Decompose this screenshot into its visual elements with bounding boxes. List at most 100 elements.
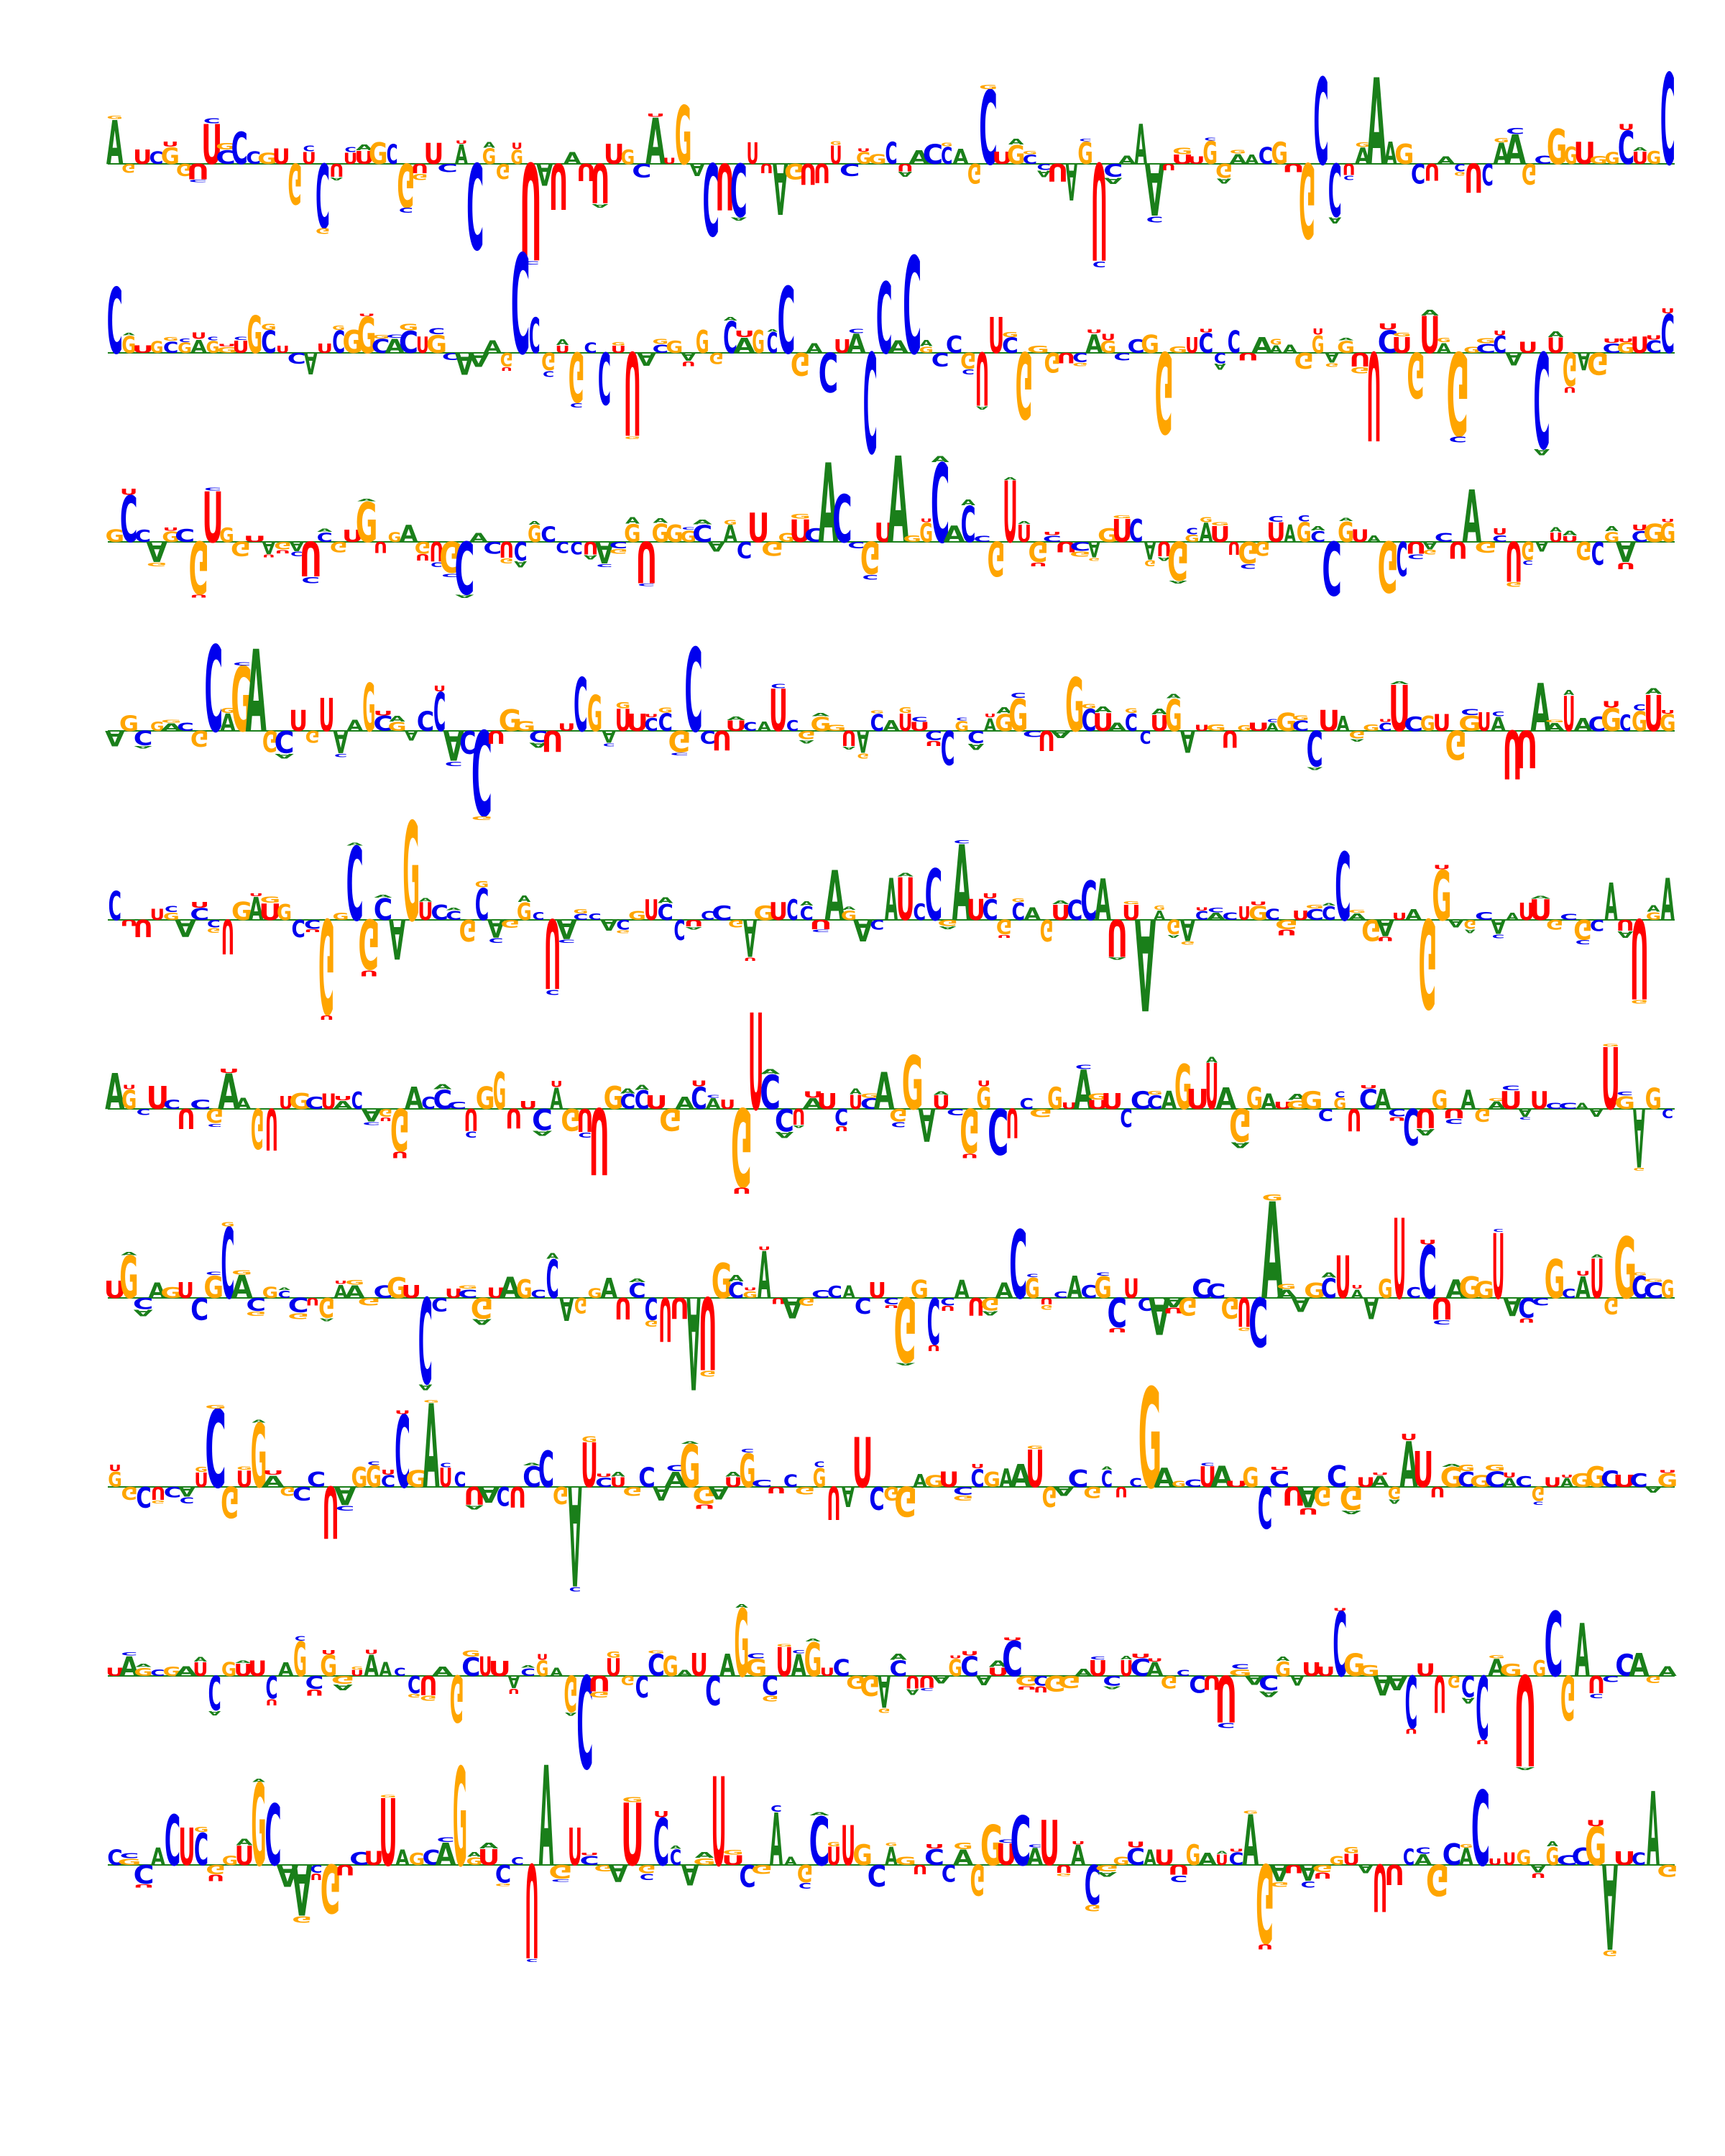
logo-letter-a: A bbox=[842, 1284, 855, 1303]
logo-letter-c: C bbox=[190, 1291, 208, 1325]
logo-letter-u: U bbox=[725, 718, 747, 734]
logo-letter-u: U bbox=[1205, 1052, 1219, 1125]
logo-letter-c: C bbox=[305, 1671, 323, 1692]
logo-letter-u: U bbox=[590, 151, 610, 214]
logo-letter-a: A bbox=[1633, 147, 1647, 152]
logo-letter-a: A bbox=[600, 916, 618, 933]
logo-letter-g: G bbox=[121, 331, 136, 358]
logo-letter-u: U bbox=[147, 1080, 170, 1117]
logo-letter-c: C bbox=[1184, 1478, 1202, 1490]
logo-letter-c: C bbox=[207, 918, 221, 930]
logo-letter-g: G bbox=[1023, 150, 1038, 155]
logo-letter-a: A bbox=[735, 1603, 748, 1609]
logo-letter-g: G bbox=[1088, 557, 1100, 561]
logo-letter-c: C bbox=[1103, 1672, 1121, 1688]
logo-letter-a: A bbox=[625, 515, 640, 525]
logo-letter-c: C bbox=[889, 1656, 907, 1681]
logo-letter-u: U bbox=[379, 1780, 397, 1886]
logo-letter-c: C bbox=[1259, 1671, 1279, 1694]
logo-letter-a: A bbox=[629, 1278, 645, 1284]
logo-letter-g: G bbox=[1464, 917, 1476, 931]
logo-letter-u: U bbox=[1518, 1317, 1535, 1324]
logo-letter-a: A bbox=[1422, 540, 1438, 551]
logo-letter-c: C bbox=[433, 1084, 452, 1115]
logo-letter-u: U bbox=[411, 161, 428, 176]
logo-letter-a: A bbox=[1462, 1696, 1476, 1705]
logo-letter-u: U bbox=[549, 149, 568, 222]
logo-letter-a: A bbox=[1563, 688, 1574, 697]
logo-letter-g: G bbox=[587, 686, 602, 743]
logo-letter-u: U bbox=[1062, 1101, 1077, 1111]
logo-letter-g: G bbox=[475, 880, 489, 890]
logo-letter-a: A bbox=[1325, 349, 1340, 365]
logo-letter-g: G bbox=[516, 1273, 533, 1304]
logo-letter-g: G bbox=[1286, 1098, 1308, 1112]
logo-letter-a: A bbox=[1134, 114, 1147, 178]
logo-letter-a: A bbox=[1376, 914, 1394, 939]
logo-letter-g: G bbox=[366, 1460, 382, 1494]
logo-letter-u: U bbox=[769, 898, 788, 926]
logo-letter-c: C bbox=[1200, 1462, 1215, 1467]
logo-letter-g: G bbox=[745, 1655, 768, 1682]
logo-letter-u: U bbox=[455, 140, 467, 145]
logo-letter-c: C bbox=[811, 1289, 830, 1301]
logo-letter-c: C bbox=[645, 1290, 658, 1325]
logo-letter-a: A bbox=[1548, 330, 1564, 338]
logo-letter-c: C bbox=[1228, 1849, 1243, 1869]
logo-letter-c: C bbox=[931, 441, 949, 568]
logo-letter-a: A bbox=[1644, 1485, 1662, 1494]
logo-letter-g: G bbox=[1169, 344, 1187, 355]
logo-letter-a: A bbox=[518, 895, 531, 905]
logo-letter-a: A bbox=[380, 1658, 393, 1680]
logo-letter-g: G bbox=[1348, 909, 1366, 913]
logo-letter-u: U bbox=[1616, 561, 1635, 571]
logo-letter-c: C bbox=[1101, 1467, 1113, 1493]
logo-letter-g: G bbox=[190, 725, 209, 750]
logo-letter-a: A bbox=[1245, 153, 1259, 167]
logo-letter-g: G bbox=[536, 1657, 549, 1682]
logo-letter-a: A bbox=[635, 1083, 649, 1091]
logo-letter-a: A bbox=[400, 521, 418, 548]
logo-letter-a: A bbox=[1053, 1484, 1075, 1498]
logo-letter-a: A bbox=[1367, 55, 1386, 193]
logo-letter-u: U bbox=[988, 308, 1004, 365]
logo-letter-a: A bbox=[1149, 1286, 1170, 1345]
logo-letter-c: C bbox=[860, 1096, 880, 1112]
logo-letter-g: G bbox=[638, 1862, 656, 1876]
logo-letter-g: G bbox=[979, 84, 998, 91]
logo-letter-u: U bbox=[201, 114, 222, 178]
logo-letter-u: U bbox=[177, 1102, 196, 1134]
logo-letter-c: C bbox=[1492, 711, 1505, 718]
logo-letter-u: U bbox=[1430, 1291, 1453, 1325]
logo-letter-c: C bbox=[648, 1648, 665, 1683]
logo-letter-u: U bbox=[776, 1640, 793, 1685]
logo-letter-a: A bbox=[134, 1307, 154, 1317]
logo-letter-a: A bbox=[731, 216, 748, 221]
logo-letter-u: U bbox=[653, 1809, 669, 1819]
logo-letter-u: U bbox=[1156, 537, 1172, 560]
logo-letter-g: G bbox=[1440, 1462, 1464, 1493]
logo-letter-u: U bbox=[501, 366, 512, 372]
logo-letter-u: U bbox=[1425, 158, 1440, 185]
logo-letter-a: A bbox=[1269, 1860, 1289, 1886]
logo-letter-u: U bbox=[234, 1660, 252, 1680]
logo-letter-g: G bbox=[316, 226, 330, 235]
logo-letter-g: G bbox=[937, 918, 957, 927]
logo-letter-g: G bbox=[1072, 362, 1087, 367]
logo-letter-a: A bbox=[890, 1652, 907, 1662]
logo-letter-c: C bbox=[511, 1855, 524, 1868]
logo-letter-c: C bbox=[1092, 259, 1106, 268]
logo-letter-g: G bbox=[898, 706, 911, 715]
logo-letter-u: U bbox=[1515, 719, 1537, 778]
logo-letter-g: G bbox=[1154, 905, 1165, 911]
logo-letter-c: C bbox=[177, 721, 194, 734]
logo-letter-g: G bbox=[476, 1081, 495, 1116]
logo-letter-a: A bbox=[1351, 1287, 1363, 1301]
logo-letter-c: C bbox=[903, 230, 921, 384]
logo-letter-a: A bbox=[385, 336, 405, 358]
logo-letter-g: G bbox=[1299, 139, 1315, 257]
logo-letter-a: A bbox=[1307, 766, 1322, 770]
logo-letter-u: U bbox=[1228, 538, 1240, 559]
logo-letter-a: A bbox=[1167, 693, 1181, 700]
